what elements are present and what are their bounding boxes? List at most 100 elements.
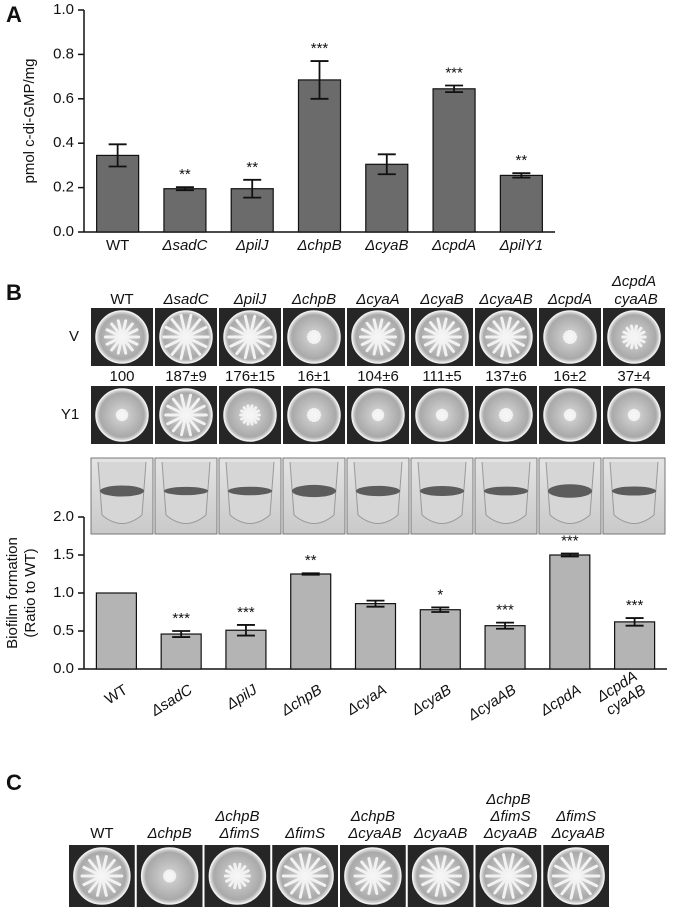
plate-v xyxy=(91,308,153,366)
error-bar xyxy=(310,60,329,100)
bar xyxy=(290,573,332,670)
tube-image xyxy=(538,457,602,535)
error-bar xyxy=(108,143,127,168)
plate-v xyxy=(219,308,281,366)
strain-label: WT xyxy=(110,291,133,308)
colony-center xyxy=(118,333,126,341)
row-label: Y1 xyxy=(61,406,79,423)
plate-c xyxy=(69,845,135,907)
colony-center xyxy=(502,411,510,419)
x-tick-label: ΔcyaAB xyxy=(464,681,519,724)
significance-label: *** xyxy=(626,597,644,614)
colony-center xyxy=(246,333,254,341)
error-bar xyxy=(366,599,385,608)
bar xyxy=(160,633,202,670)
tube-image xyxy=(154,457,218,535)
ratio-label: 176±15 xyxy=(225,368,275,385)
y-tick-label: 2.0 xyxy=(53,508,74,525)
plate-v xyxy=(347,308,409,366)
error-bar xyxy=(377,153,396,176)
significance-label: ** xyxy=(179,166,191,183)
row-label: V xyxy=(69,328,79,345)
biofilm-ring xyxy=(100,485,144,497)
plate-c xyxy=(340,845,406,907)
strain-label: ΔchpB ΔfimS ΔcyaAB xyxy=(480,791,538,842)
significance-label: ** xyxy=(516,152,528,169)
y-tick-label: 1.0 xyxy=(53,584,74,601)
ratio-label: 16±1 xyxy=(297,368,330,385)
plate-y1 xyxy=(603,386,665,444)
plate-y1 xyxy=(91,386,153,444)
y-axis-label: pmol c-di-GMP/mg xyxy=(21,58,38,183)
colony-center xyxy=(374,333,382,341)
tube-image xyxy=(474,457,538,535)
bar xyxy=(225,629,267,670)
strain-label: ΔchpB xyxy=(291,291,336,308)
biofilm-ring xyxy=(164,486,208,496)
biofilm-ring xyxy=(548,484,592,498)
significance-label: *** xyxy=(561,532,579,549)
colony-center xyxy=(310,333,318,341)
colony-center xyxy=(97,872,106,880)
colony-center xyxy=(630,411,638,419)
x-tick-label: WT xyxy=(102,681,131,708)
plate-v xyxy=(603,308,665,366)
colony-center xyxy=(502,333,510,341)
x-tick-label: ΔcpdA xyxy=(431,237,476,254)
error-bar xyxy=(175,186,194,192)
plate-y1 xyxy=(155,386,217,444)
plate-y1 xyxy=(283,386,345,444)
strain-label: ΔfimS ΔcyaAB xyxy=(547,808,605,842)
y-tick-label: 1.0 xyxy=(53,1,74,18)
error-bar xyxy=(172,630,191,638)
plate-y1 xyxy=(347,386,409,444)
y-tick-label: 0.0 xyxy=(53,223,74,240)
plate-v xyxy=(283,308,345,366)
bar xyxy=(499,174,543,233)
panel-label: B xyxy=(6,280,22,305)
tube-image xyxy=(282,457,346,535)
bar xyxy=(96,154,140,233)
x-tick-label: ΔcyaB xyxy=(408,681,455,719)
significance-label: * xyxy=(437,586,443,603)
colony-center xyxy=(368,872,377,880)
colony-center xyxy=(504,872,513,880)
tube-image xyxy=(90,457,154,535)
strain-label: ΔchpB ΔfimS xyxy=(214,808,259,842)
colony-center xyxy=(436,872,445,880)
strain-label: ΔfimS xyxy=(284,825,325,842)
error-bar xyxy=(301,572,320,576)
bar xyxy=(163,188,207,233)
colony-center xyxy=(630,333,638,341)
ratio-label: 111±5 xyxy=(422,368,461,385)
bar xyxy=(354,603,397,670)
y-tick-label: 0.5 xyxy=(53,622,74,639)
strain-label: ΔpilJ xyxy=(233,291,267,308)
plate-c xyxy=(475,845,542,907)
colony-center xyxy=(233,872,242,880)
colony-center xyxy=(438,333,446,341)
colony-center xyxy=(182,411,190,419)
x-tick-label: ΔchpB xyxy=(278,681,325,719)
biofilm-ring xyxy=(484,486,528,496)
strain-label: ΔcyaB xyxy=(419,291,463,308)
ratio-label: 16±2 xyxy=(553,368,586,385)
error-bar xyxy=(243,178,262,199)
bar xyxy=(549,554,591,670)
strain-label: ΔsadC xyxy=(162,291,208,308)
y-tick-label: 0.8 xyxy=(53,45,74,62)
bar xyxy=(432,88,476,233)
error-bar xyxy=(431,606,450,613)
plate-y1 xyxy=(219,386,281,444)
x-tick-label: ΔpilJ xyxy=(223,681,261,713)
x-tick-label: WT xyxy=(106,237,129,254)
bar xyxy=(365,163,409,233)
colony-center xyxy=(566,333,574,341)
ratio-label: 137±6 xyxy=(485,368,527,385)
significance-label: *** xyxy=(311,40,329,57)
tube-image xyxy=(346,457,410,535)
x-tick-label: ΔcyaB xyxy=(364,237,408,254)
plate-c xyxy=(136,845,203,907)
error-bar xyxy=(445,84,464,94)
